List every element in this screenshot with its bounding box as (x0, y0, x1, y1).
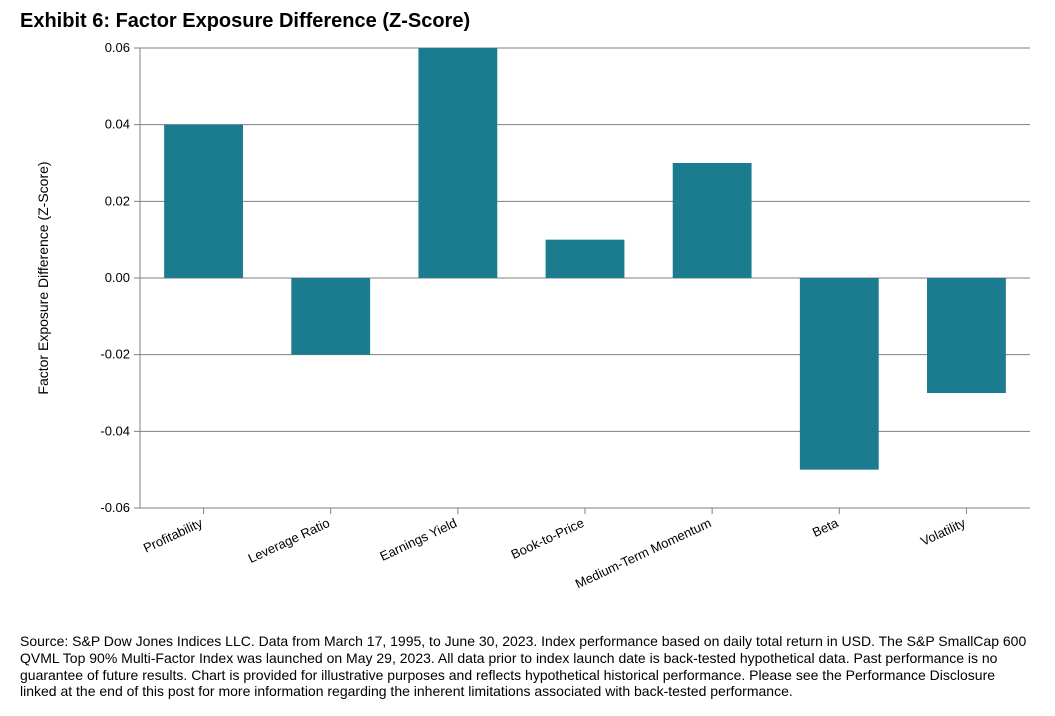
bar (673, 163, 752, 278)
x-tick-label: Book-to-Price (509, 515, 587, 562)
chart-footnote: Source: S&P Dow Jones Indices LLC. Data … (20, 633, 1035, 700)
chart-container: -0.06 -0.04 -0.02 0.00 0.02 0.04 0.06 Profitabi… (20, 38, 1035, 628)
x-tick-label: Beta (810, 515, 841, 540)
y-tick-label: -0.04 (100, 423, 130, 438)
bar (164, 125, 243, 278)
y-tick-label: 0.06 (105, 40, 130, 55)
y-tick-label: -0.02 (100, 347, 130, 362)
y-tick-label: -0.06 (100, 500, 130, 515)
y-axis-label: Factor Exposure Difference (Z-Score) (35, 161, 51, 394)
x-tick-label: Leverage Ratio (246, 515, 332, 566)
bar-chart: -0.06 -0.04 -0.02 0.00 0.02 0.04 0.06 Profitabi… (20, 38, 1035, 628)
x-tick-label: Earnings Yield (377, 515, 459, 564)
y-tick-label: 0.04 (105, 117, 130, 132)
x-tick-label: Profitability (141, 515, 205, 556)
bar (927, 278, 1006, 393)
bar (800, 278, 879, 470)
x-tick-label: Medium-Term Momentum (573, 515, 714, 591)
bar (291, 278, 370, 355)
bar (546, 240, 625, 278)
y-tick-label: 0.00 (105, 270, 130, 285)
x-tick-label: Volatility (918, 515, 968, 549)
chart-title: Exhibit 6: Factor Exposure Difference (Z… (20, 10, 1035, 33)
y-tick-label: 0.02 (105, 193, 130, 208)
bar (418, 48, 497, 278)
